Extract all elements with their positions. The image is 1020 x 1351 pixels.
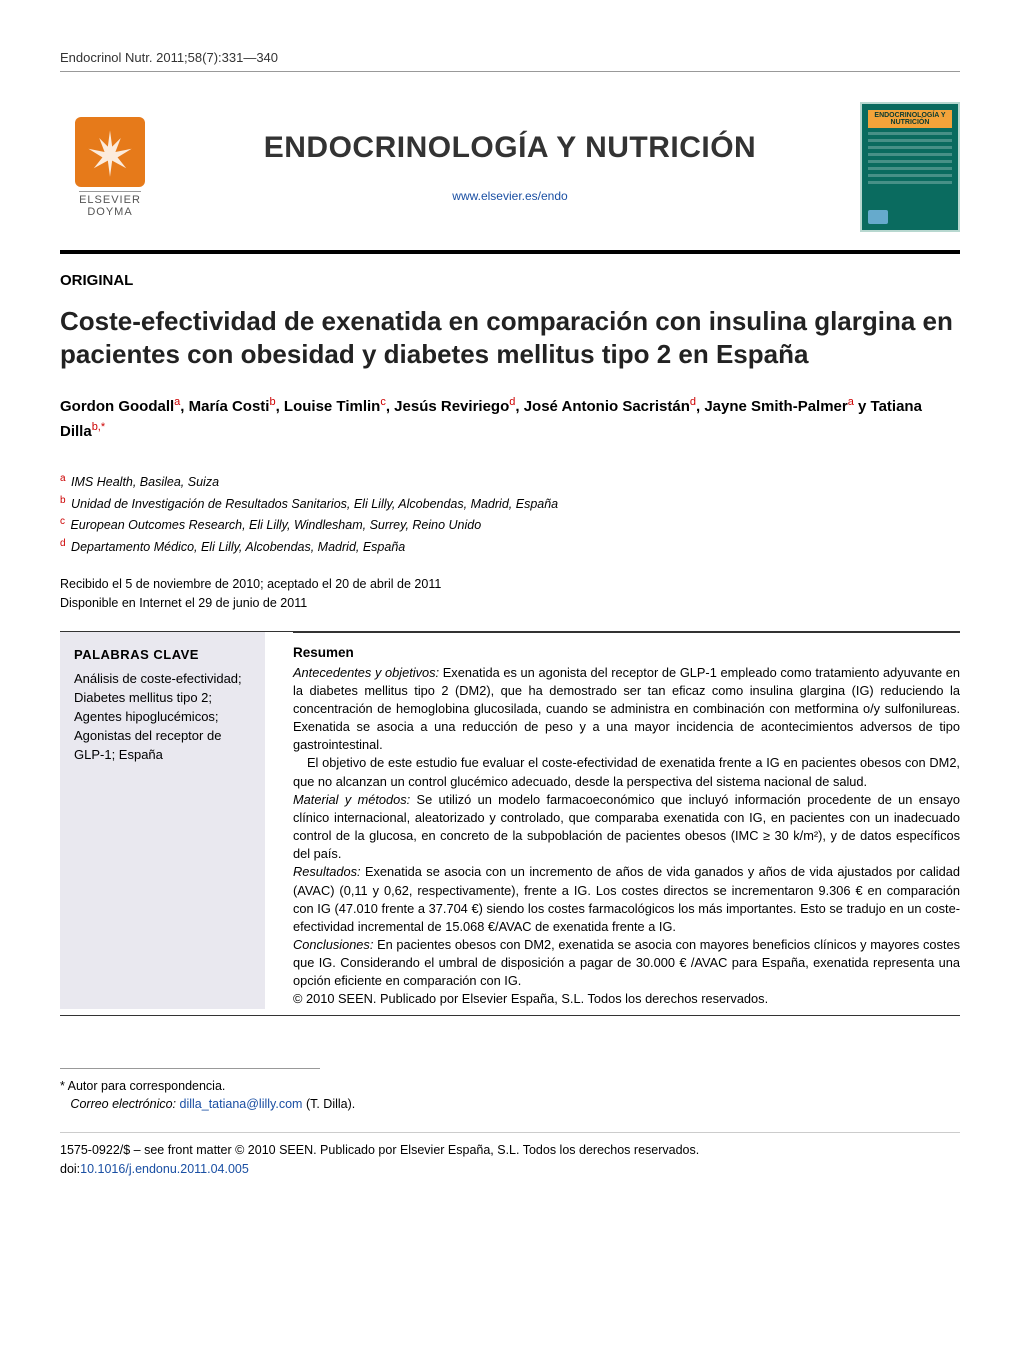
abstract-copyright: © 2010 SEEN. Publicado por Elsevier Espa… [293, 990, 960, 1008]
front-matter-text: 1575-0922/$ – see front matter © 2010 SE… [60, 1141, 960, 1160]
received-accepted-date: Recibido el 5 de noviembre de 2010; acep… [60, 575, 960, 594]
journal-cover-thumbnail: ENDOCRINOLOGÍA Y NUTRICIÓN [860, 102, 960, 232]
article-title: Coste-efectividad de exenatida en compar… [60, 305, 960, 370]
elsevier-tree-icon [75, 117, 145, 187]
doi-line: doi:10.1016/j.endonu.2011.04.005 [60, 1160, 960, 1179]
affiliations-list: a IMS Health, Basilea, Suizab Unidad de … [60, 471, 960, 557]
keywords-heading: PALABRAS CLAVE [74, 646, 251, 665]
journal-header: ELSEVIERDOYMA ENDOCRINOLOGÍA Y NUTRICIÓN… [60, 92, 960, 254]
section-label: ORIGINAL [60, 272, 960, 289]
abstract-region: PALABRAS CLAVE Análisis de coste-efectiv… [60, 631, 960, 1009]
corresponding-author-label: * Autor para correspondencia. [60, 1077, 960, 1096]
keywords-box: PALABRAS CLAVE Análisis de coste-efectiv… [60, 631, 265, 1009]
front-matter-footer: 1575-0922/$ – see front matter © 2010 SE… [60, 1132, 960, 1179]
article-dates: Recibido el 5 de noviembre de 2010; acep… [60, 575, 960, 613]
abstract-background: Antecedentes y objetivos: Exenatida es u… [293, 664, 960, 755]
abstract-bottom-rule [60, 1015, 960, 1016]
keywords-body: Análisis de coste-efectividad; Diabetes … [74, 670, 251, 764]
corresponding-email-line: Correo electrónico: dilla_tatiana@lilly.… [60, 1095, 960, 1114]
abstract-results: Resultados: Exenatida se asocia con un i… [293, 863, 960, 936]
correspondence-footnote: * Autor para correspondencia. Correo ele… [60, 1077, 960, 1115]
doi-link[interactable]: 10.1016/j.endonu.2011.04.005 [80, 1162, 249, 1176]
publisher-logo: ELSEVIERDOYMA [60, 117, 160, 218]
abstract-heading: Resumen [293, 645, 960, 660]
authors-list: Gordon Goodalla, María Costib, Louise Ti… [60, 394, 960, 443]
journal-url-link[interactable]: www.elsevier.es/endo [160, 189, 860, 203]
top-rule [60, 71, 960, 72]
abstract-column: Resumen Antecedentes y objetivos: Exenat… [293, 631, 960, 1009]
citation-line: Endocrinol Nutr. 2011;58(7):331—340 [60, 50, 960, 65]
correspondence-rule [60, 1068, 320, 1077]
corresponding-email-link[interactable]: dilla_tatiana@lilly.com [180, 1097, 303, 1111]
online-date: Disponible en Internet el 29 de junio de… [60, 594, 960, 613]
journal-title: ENDOCRINOLOGÍA Y NUTRICIÓN [160, 131, 860, 165]
abstract-objective: El objetivo de este estudio fue evaluar … [293, 754, 960, 790]
publisher-name: ELSEVIERDOYMA [79, 191, 141, 218]
abstract-conclusions: Conclusiones: En pacientes obesos con DM… [293, 936, 960, 990]
abstract-methods: Material y métodos: Se utilizó un modelo… [293, 791, 960, 864]
